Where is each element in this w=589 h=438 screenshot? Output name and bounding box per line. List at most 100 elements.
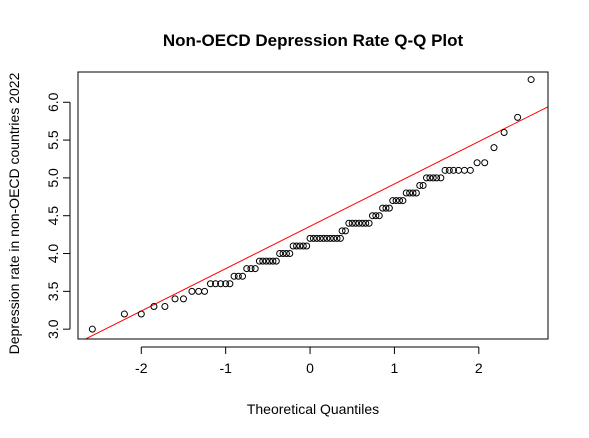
data-point — [289, 242, 297, 250]
data-point — [255, 257, 263, 265]
data-point — [293, 242, 301, 250]
data-point — [88, 325, 96, 333]
data-point — [449, 166, 457, 174]
data-point — [230, 272, 238, 280]
data-point — [243, 265, 251, 273]
data-point — [326, 234, 334, 242]
data-point — [276, 250, 284, 258]
data-point — [402, 189, 410, 197]
y-tick-label: 5.5 — [45, 130, 61, 150]
data-point — [234, 272, 242, 280]
data-point — [272, 257, 280, 265]
data-point — [399, 197, 407, 205]
data-point — [150, 302, 158, 310]
data-point — [303, 242, 311, 250]
data-point — [419, 181, 427, 189]
data-point — [282, 250, 290, 258]
data-point — [481, 159, 489, 167]
data-point — [266, 257, 274, 265]
data-point — [296, 242, 304, 250]
data-point — [330, 234, 338, 242]
data-point — [262, 257, 270, 265]
qq-reference-line — [84, 106, 548, 339]
data-point — [375, 212, 383, 220]
plot-area-border — [77, 71, 549, 340]
data-point — [355, 219, 363, 227]
y-axis-label: Depression rate in non-OECD countries 20… — [6, 72, 22, 354]
data-point — [137, 310, 145, 318]
data-point — [385, 204, 393, 212]
data-point — [259, 257, 267, 265]
x-axis-label: Theoretical Quantiles — [247, 401, 379, 417]
data-point — [445, 166, 453, 174]
y-tick-label: 6.0 — [45, 92, 61, 112]
x-tick-label: 1 — [391, 360, 399, 376]
data-point — [341, 227, 349, 235]
data-point — [409, 189, 417, 197]
data-point — [120, 310, 128, 318]
data-point — [460, 166, 468, 174]
data-point — [406, 189, 414, 197]
data-point — [247, 265, 255, 273]
data-point — [426, 174, 434, 182]
x-tick-label: -2 — [135, 360, 148, 376]
data-point — [490, 144, 498, 152]
data-point — [212, 280, 220, 288]
data-point — [338, 227, 346, 235]
data-point — [429, 174, 437, 182]
data-point — [365, 219, 373, 227]
data-point — [412, 189, 420, 197]
x-tick-label: -1 — [219, 360, 232, 376]
data-point — [473, 159, 481, 167]
data-point — [368, 212, 376, 220]
data-point — [422, 174, 430, 182]
x-tick-label: 2 — [475, 360, 483, 376]
data-point — [392, 197, 400, 205]
data-point — [251, 265, 259, 273]
data-point — [269, 257, 277, 265]
x-tick-label: 0 — [306, 360, 314, 376]
data-point — [527, 76, 535, 84]
data-point — [286, 250, 294, 258]
data-point — [345, 219, 353, 227]
data-point — [309, 234, 317, 242]
data-point — [441, 166, 449, 174]
data-point — [222, 280, 230, 288]
data-point — [226, 280, 234, 288]
y-tick-label: 3.5 — [45, 281, 61, 301]
data-point — [333, 234, 341, 242]
y-tick-label: 4.0 — [45, 244, 61, 264]
data-point — [389, 197, 397, 205]
data-point — [500, 129, 508, 137]
data-point — [323, 234, 331, 242]
data-point — [372, 212, 380, 220]
data-point — [348, 219, 356, 227]
data-point — [188, 287, 196, 295]
y-axis: 3.0 3.5 4.0 4.5 5.0 5.5 6.0 — [45, 92, 71, 339]
data-point — [161, 302, 169, 310]
data-point — [379, 204, 387, 212]
data-point — [466, 166, 474, 174]
y-tick-label: 5.0 — [45, 168, 61, 188]
data-point — [299, 242, 307, 250]
data-point — [352, 219, 360, 227]
data-point — [206, 280, 214, 288]
data-point — [514, 113, 522, 121]
y-tick-label: 4.5 — [45, 206, 61, 226]
data-point — [306, 234, 314, 242]
chart-title: Non-OECD Depression Rate Q-Q Plot — [163, 31, 464, 50]
points-layer — [88, 76, 535, 333]
data-point — [171, 295, 179, 303]
data-point — [395, 197, 403, 205]
data-point — [313, 234, 321, 242]
data-point — [320, 234, 328, 242]
data-point — [358, 219, 366, 227]
reference-line-layer — [84, 106, 548, 339]
y-tick-label: 3.0 — [45, 319, 61, 339]
data-point — [239, 272, 247, 280]
data-point — [316, 234, 324, 242]
data-point — [201, 287, 209, 295]
data-point — [362, 219, 370, 227]
data-point — [336, 234, 344, 242]
